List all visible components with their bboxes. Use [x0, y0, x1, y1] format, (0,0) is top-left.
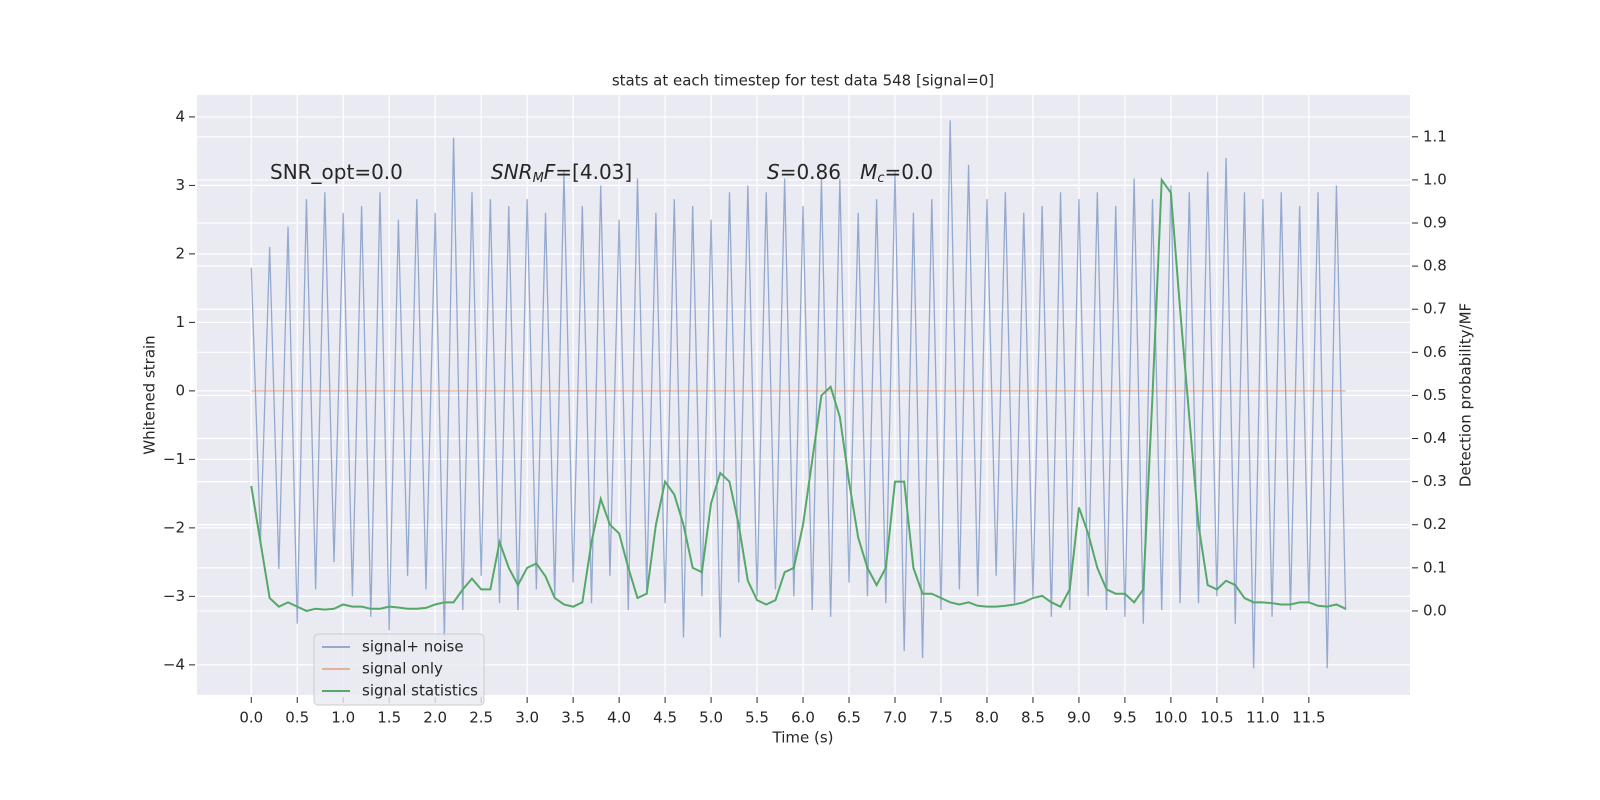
- y-tick-label: −2: [163, 518, 185, 536]
- x-tick-label: 5.5: [745, 709, 769, 727]
- x-tick-label: 6.0: [791, 709, 815, 727]
- x-tick-label: 10.5: [1200, 709, 1233, 727]
- annotation-part: SNR: [491, 160, 533, 184]
- y-tick-label: 0: [175, 381, 185, 399]
- x-tick-label: 7.0: [883, 709, 907, 727]
- y-tick-label: 1: [175, 313, 185, 331]
- x-tick-label: 8.5: [1021, 709, 1045, 727]
- x-tick-label: 5.0: [699, 709, 723, 727]
- annotation-part: F: [544, 160, 556, 184]
- y2-tick-label: 0.9: [1423, 214, 1447, 232]
- legend-label: signal statistics: [362, 682, 478, 700]
- y-tick-label: 4: [175, 107, 185, 125]
- x-tick-label: 9.5: [1113, 709, 1137, 727]
- x-tick-label: 3.0: [515, 709, 539, 727]
- y-tick-label: −1: [163, 450, 185, 468]
- x-tick-label: 6.5: [837, 709, 861, 727]
- legend-box: [313, 633, 485, 706]
- series-line: [250, 176, 1347, 613]
- series-line: [250, 120, 1347, 669]
- x-tick-label: 0.0: [239, 709, 263, 727]
- x-tick-label: 3.5: [561, 709, 585, 727]
- y-tick-label: 3: [175, 176, 185, 194]
- legend-label: signal only: [362, 660, 443, 678]
- x-tick-label: 2.5: [469, 709, 493, 727]
- annotation-part: SNR_opt=0.0: [270, 160, 403, 184]
- x-tick-label: 1.0: [331, 709, 355, 727]
- annotation-part: M: [533, 171, 544, 186]
- x-tick-label: 4.0: [607, 709, 631, 727]
- x-tick-label: 4.5: [653, 709, 677, 727]
- y-tick-label: 2: [175, 244, 185, 262]
- y2-tick-label: 0.3: [1423, 472, 1447, 490]
- y-axis-label: Whitened strain: [141, 335, 159, 454]
- y2-tick-label: 0.8: [1423, 257, 1447, 275]
- y2-tick-label: 0.0: [1423, 601, 1447, 619]
- legend-label: signal+ noise: [362, 638, 464, 656]
- chart-title: stats at each timestep for test data 548…: [612, 72, 994, 90]
- x-tick-label: 9.0: [1067, 709, 1091, 727]
- y2-tick-label: 0.1: [1423, 558, 1447, 576]
- annotation-part: M: [860, 160, 877, 184]
- x-tick-label: 8.0: [975, 709, 999, 727]
- annotation-part: c: [877, 171, 884, 186]
- y2-tick-label: 1.0: [1423, 170, 1447, 188]
- x-tick-label: 7.5: [929, 709, 953, 727]
- annotation-part: =0.0: [885, 160, 934, 184]
- annotation: SNRMF=[4.03]: [491, 160, 632, 186]
- y2-tick-label: 1.1: [1423, 127, 1447, 145]
- y-tick-label: −4: [163, 655, 185, 673]
- x-tick-label: 0.5: [285, 709, 309, 727]
- x-tick-label: 10.0: [1154, 709, 1187, 727]
- y2-tick-label: 0.7: [1423, 300, 1447, 318]
- x-tick-label: 11.0: [1246, 709, 1279, 727]
- annotation: S=0.86 Mc=0.0: [767, 160, 933, 186]
- annotation-part: =0.86: [780, 160, 860, 184]
- x-axis-label: Time (s): [772, 729, 834, 747]
- x-tick-label: 1.5: [377, 709, 401, 727]
- annotation: SNR_opt=0.0: [270, 160, 403, 184]
- y2-tick-label: 0.6: [1423, 343, 1447, 361]
- marks: [250, 120, 1347, 669]
- labels: 0.0 0.5 1.0 1.5 2.0 2.5 3.0 3.5 4.0 4.5 5.0 5.5 6.0 6…: [163, 107, 1447, 726]
- y2-tick-label: 0.5: [1423, 386, 1447, 404]
- y2-tick-label: 0.4: [1423, 429, 1447, 447]
- annotation-part: =[4.03]: [555, 160, 632, 184]
- y2-tick-label: 0.2: [1423, 515, 1447, 533]
- x-tick-label: 11.5: [1292, 709, 1325, 727]
- annotation-part: S: [767, 160, 780, 184]
- y2-axis-label: Detection probability/MF: [1457, 303, 1475, 487]
- y-tick-label: −3: [163, 587, 185, 605]
- x-tick-label: 2.0: [423, 709, 447, 727]
